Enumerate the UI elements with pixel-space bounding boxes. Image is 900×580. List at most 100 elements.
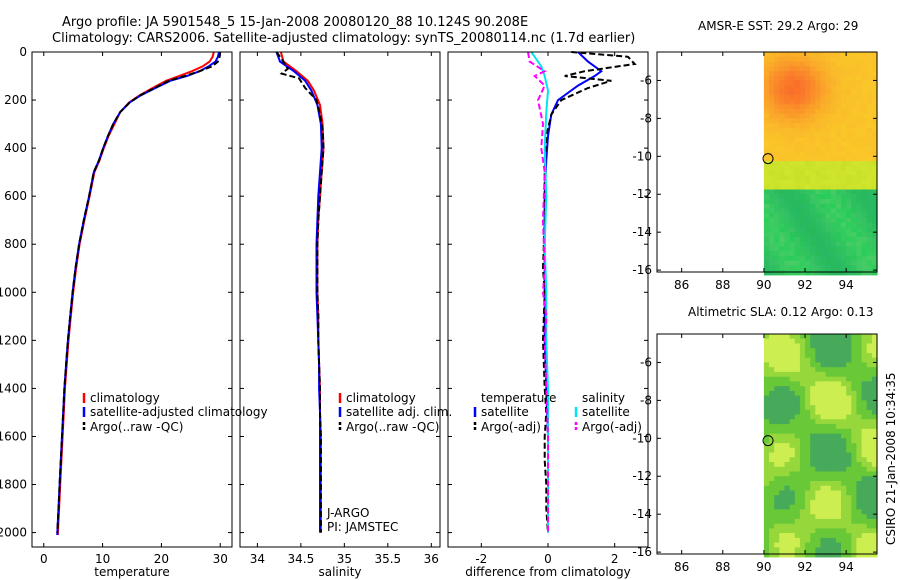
heatmap-cell	[846, 414, 852, 420]
heatmap-cell	[789, 75, 796, 81]
heatmap-cell	[769, 104, 775, 110]
heatmap-cell	[794, 260, 801, 266]
heatmap-cell	[779, 203, 785, 209]
heatmap-cell	[861, 390, 868, 397]
heatmap-cell	[830, 414, 837, 420]
heatmap-cell	[789, 362, 796, 368]
heatmap-cell	[763, 476, 770, 482]
heatmap-cell	[871, 395, 878, 401]
heatmap-cell	[856, 52, 863, 58]
heatmap-cell	[820, 528, 827, 534]
heatmap-cell	[830, 52, 837, 58]
heatmap-cell	[763, 357, 770, 363]
heatmap-cell	[815, 528, 821, 534]
heatmap-cell	[815, 165, 821, 172]
heatmap-cell	[851, 542, 857, 548]
heatmap-cell	[871, 376, 878, 382]
heatmap-cell	[805, 118, 811, 124]
heatmap-cell	[841, 528, 847, 534]
heatmap-cell	[763, 241, 770, 247]
heatmap-cell	[851, 118, 857, 124]
heatmap-cell	[763, 537, 770, 544]
heatmap-cell	[805, 348, 811, 354]
heatmap-cell	[871, 199, 878, 205]
heatmap-cell	[794, 175, 801, 181]
heatmap-cell	[841, 367, 847, 373]
heatmap-cell	[774, 118, 780, 124]
heatmap-cell	[825, 246, 832, 252]
heatmap-cell	[779, 217, 785, 224]
heatmap-cell	[835, 123, 842, 129]
heatmap-cell	[784, 362, 791, 368]
heatmap-cell	[820, 537, 827, 544]
heatmap-cell	[810, 466, 816, 473]
heatmap-cell	[856, 433, 863, 439]
heatmap-cell	[799, 265, 806, 271]
heatmap-cell	[794, 381, 801, 387]
heatmap-cell	[784, 118, 791, 124]
heatmap-cell	[835, 251, 842, 257]
heatmap-cell	[805, 362, 811, 368]
heatmap-cell	[815, 371, 821, 378]
heatmap-cell	[763, 170, 770, 176]
heatmap-cell	[769, 132, 775, 138]
heatmap-cell	[769, 127, 775, 134]
heatmap-cell	[841, 208, 847, 214]
heatmap-cell	[774, 75, 780, 81]
heatmap-cell	[763, 222, 770, 228]
heatmap-cell	[810, 514, 816, 520]
heatmap-cell	[799, 189, 806, 195]
heatmap-cell	[820, 485, 827, 491]
heatmap-cell	[810, 528, 816, 534]
heatmap-cell	[799, 357, 806, 363]
x-axis-label: salinity	[318, 565, 361, 579]
heatmap-cell	[805, 405, 811, 411]
heatmap-cell	[846, 419, 852, 425]
y-tick-label: 0	[19, 45, 27, 59]
heatmap-cell	[805, 447, 811, 454]
heatmap-cell	[769, 495, 775, 501]
heatmap-cell	[799, 194, 806, 200]
heatmap-cell	[825, 194, 832, 200]
heatmap-cell	[769, 217, 775, 224]
heatmap-cell	[820, 400, 827, 406]
heatmap-cell	[835, 118, 842, 124]
heatmap-cell	[815, 123, 821, 129]
heatmap-cell	[841, 518, 847, 525]
heatmap-cell	[856, 343, 863, 349]
heatmap-cell	[794, 438, 801, 444]
heatmap-cell	[835, 246, 842, 252]
heatmap-cell	[820, 227, 827, 233]
heatmap-cell	[830, 428, 837, 435]
heatmap-cell	[774, 348, 780, 354]
heatmap-cell	[861, 265, 868, 271]
heatmap-cell	[779, 371, 785, 378]
heatmap-cell	[851, 255, 857, 262]
heatmap-cell	[856, 132, 863, 138]
heatmap-cell	[856, 447, 863, 454]
heatmap-cell	[805, 386, 811, 392]
heatmap-cell	[774, 184, 780, 191]
x-tick-label: 92	[797, 560, 812, 574]
heatmap-cell	[799, 471, 806, 477]
heatmap-cell	[830, 528, 837, 534]
heatmap-cell	[861, 348, 868, 354]
heatmap-cell	[810, 161, 816, 167]
heatmap-cell	[779, 443, 785, 449]
heatmap-cell	[805, 222, 811, 228]
heatmap-cell	[789, 217, 796, 224]
heatmap-cell	[794, 236, 801, 243]
heatmap-cell	[789, 222, 796, 228]
heatmap-cell	[846, 170, 852, 176]
heatmap-cell	[769, 462, 775, 468]
heatmap-cell	[820, 343, 827, 349]
heatmap-cell	[769, 260, 775, 266]
heatmap-cell	[805, 203, 811, 209]
heatmap-cell	[856, 89, 863, 96]
heatmap-cell	[866, 514, 873, 520]
heatmap-cell	[866, 180, 873, 186]
heatmap-cell	[866, 428, 873, 435]
heatmap-cell	[763, 376, 770, 382]
legend-heading-temperature: temperature	[481, 391, 556, 405]
heatmap-cell	[820, 452, 827, 458]
